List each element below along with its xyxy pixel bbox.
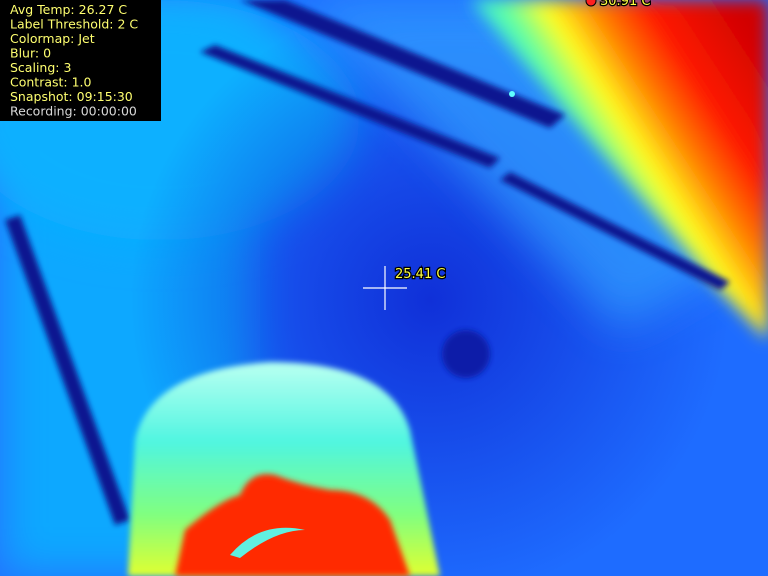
hotspot-marker: 30.91 C — [585, 0, 652, 10]
crosshair-label: 25.41 C — [395, 267, 445, 282]
crosshair — [363, 266, 407, 310]
info-panel — [0, 0, 161, 121]
info-line: Label Threshold: 2 C — [10, 17, 138, 32]
hotspot-dot — [585, 0, 597, 7]
hotspot-label: 30.91 C — [600, 0, 650, 9]
info-line: Colormap: Jet — [10, 31, 95, 46]
info-line: Scaling: 3 — [10, 60, 71, 75]
info-line: Contrast: 1.0 — [10, 75, 92, 90]
info-line: Avg Temp: 26.27 C — [10, 2, 127, 17]
info-line: Snapshot: 09:15:30 — [10, 89, 133, 104]
info-line: Blur: 0 — [10, 46, 51, 61]
info-line: Recording: 00:00:00 — [10, 104, 137, 119]
